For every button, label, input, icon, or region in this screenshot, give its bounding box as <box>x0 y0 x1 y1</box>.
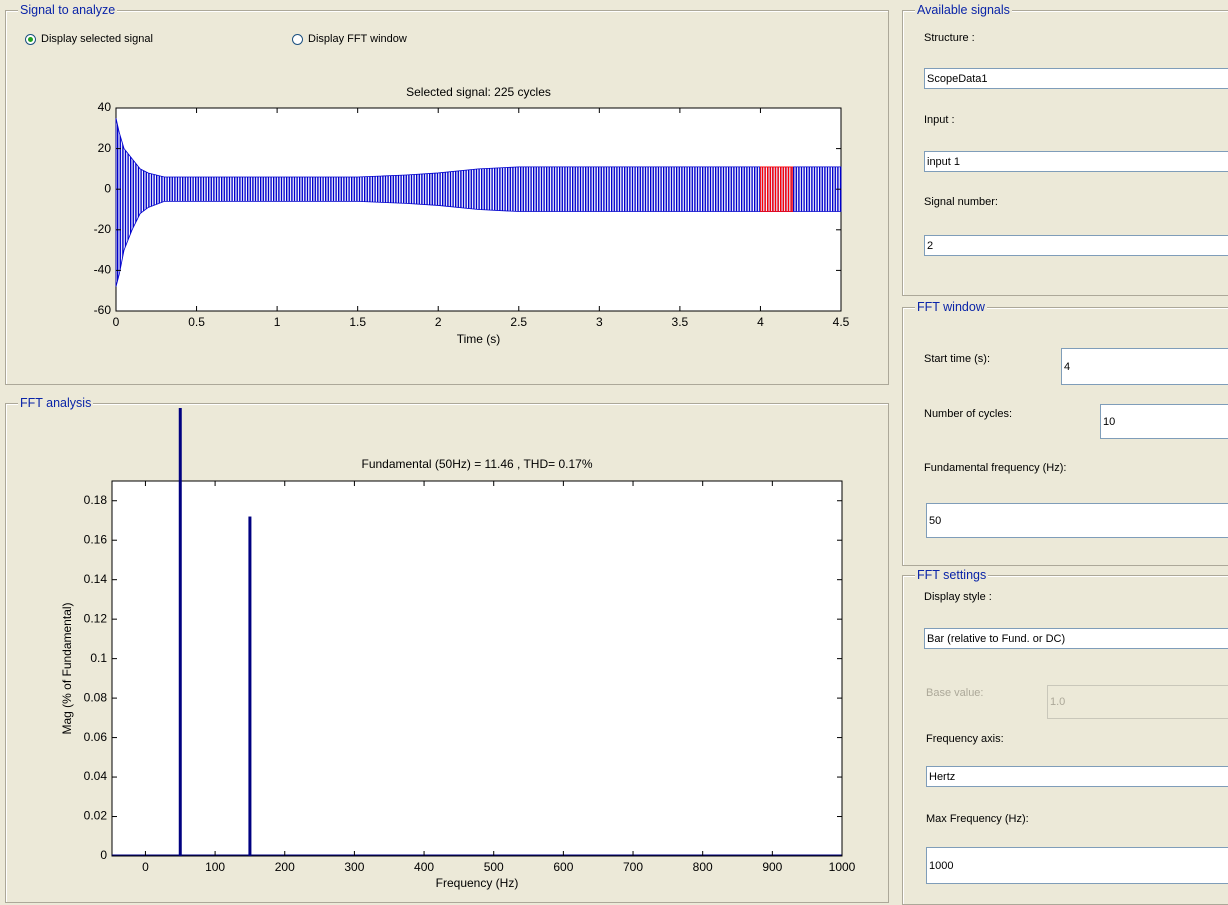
dropdown[interactable]: ScopeData1 <box>924 68 1228 89</box>
field-label: Display style : <box>924 591 992 603</box>
y-tick-label: 0.14 <box>84 572 108 586</box>
y-tick-label: 40 <box>98 100 112 114</box>
radio-button[interactable] <box>25 34 36 45</box>
x-tick-label: 1.5 <box>349 315 366 329</box>
x-tick-label: 400 <box>414 860 434 874</box>
y-axis-label: Mag (% of Fundamental) <box>60 602 74 734</box>
x-tick-label: 600 <box>553 860 573 874</box>
x-tick-label: 4 <box>757 315 764 329</box>
charts: 0 0.5 1 1.5 2 2.5 3 3.5 4 4.5 -60 -40 -20 0 20 40 Select… <box>60 85 856 890</box>
y-tick-label: 0.02 <box>84 809 108 823</box>
x-tick-label: 0 <box>142 860 149 874</box>
text-input[interactable]: 1000 <box>926 847 1228 884</box>
y-tick-label: 0.04 <box>84 769 108 783</box>
x-tick-label: 1 <box>274 315 281 329</box>
x-tick-label: 500 <box>484 860 504 874</box>
y-tick-label: 0 <box>100 848 107 862</box>
signal-band <box>760 166 794 212</box>
panel-title: Signal to analyze <box>18 2 118 18</box>
y-tick-label: 0.06 <box>84 730 108 744</box>
x-tick-label: 300 <box>344 860 364 874</box>
dropdown[interactable]: Hertz <box>926 766 1228 787</box>
field-label: Start time (s): <box>924 353 991 365</box>
panel-title: Available signals <box>915 2 1012 18</box>
y-tick-label: 20 <box>98 141 112 155</box>
field-label: Fundamental frequency (Hz): <box>924 462 1067 474</box>
chart-title: Selected signal: 225 cycles <box>406 85 551 99</box>
plot-area <box>111 480 843 857</box>
x-tick-label: 0.5 <box>188 315 205 329</box>
y-tick-label: 0.1 <box>90 651 107 665</box>
field-label: Structure : <box>924 32 975 44</box>
y-tick-label: 0.16 <box>84 532 108 546</box>
y-tick-label: 0 <box>104 181 111 195</box>
bar <box>248 516 252 856</box>
x-tick-label: 4.5 <box>833 315 850 329</box>
field-label: Number of cycles: <box>924 408 1013 420</box>
marks <box>112 408 842 856</box>
y-tick-label: -60 <box>94 303 112 317</box>
y-tick-label: -20 <box>94 222 112 236</box>
x-tick-label: 3.5 <box>672 315 689 329</box>
bar <box>178 408 182 856</box>
x-tick-label: 2 <box>435 315 442 329</box>
radio-label[interactable]: Display selected signal <box>41 33 153 45</box>
field-label: Signal number: <box>924 196 998 208</box>
dropdown[interactable]: Bar (relative to Fund. or DC) <box>924 628 1228 649</box>
field-label: Max Frequency (Hz): <box>926 813 1029 825</box>
text-input[interactable]: 50 <box>926 503 1228 538</box>
y-tick-label: -40 <box>94 263 112 277</box>
x-axis-label: Frequency (Hz) <box>436 876 519 890</box>
signal-band <box>115 118 842 287</box>
panel-title: FFT window <box>915 299 987 315</box>
field-label: Frequency axis: <box>926 733 1004 745</box>
radio-button[interactable] <box>292 34 303 45</box>
x-tick-label: 100 <box>205 860 225 874</box>
signal-panel: Signal to analyze <box>5 2 889 385</box>
fft-window-panel: FFT window <box>902 299 1228 566</box>
dropdown[interactable]: 2 <box>924 235 1228 256</box>
available-signals-panel: Available signals <box>902 2 1228 296</box>
x-tick-label: 900 <box>762 860 782 874</box>
marks <box>115 118 842 287</box>
dropdown[interactable]: input 1 <box>924 151 1228 172</box>
x-tick-label: 700 <box>623 860 643 874</box>
panel-title: FFT analysis <box>18 395 94 411</box>
text-input[interactable]: 4 <box>1061 348 1228 385</box>
y-tick-label: 0.08 <box>84 690 108 704</box>
text-input[interactable]: 10 <box>1100 404 1228 439</box>
x-tick-label: 800 <box>693 860 713 874</box>
chart-title: Fundamental (50Hz) = 11.46 , THD= 0.17% <box>361 457 592 471</box>
y-tick-label: 0.18 <box>84 493 108 507</box>
field-label: Base value: <box>926 687 984 699</box>
x-tick-label: 0 <box>113 315 120 329</box>
x-axis-label: Time (s) <box>457 332 501 346</box>
radio-label[interactable]: Display FFT window <box>308 33 407 45</box>
text-input: 1.0 <box>1047 685 1228 719</box>
x-tick-label: 200 <box>275 860 295 874</box>
x-tick-label: 1000 <box>829 860 856 874</box>
x-tick-label: 2.5 <box>510 315 527 329</box>
y-tick-label: 0.12 <box>84 611 108 625</box>
field-label: Input : <box>924 114 955 126</box>
x-tick-label: 3 <box>596 315 603 329</box>
panel-title: FFT settings <box>915 567 989 583</box>
